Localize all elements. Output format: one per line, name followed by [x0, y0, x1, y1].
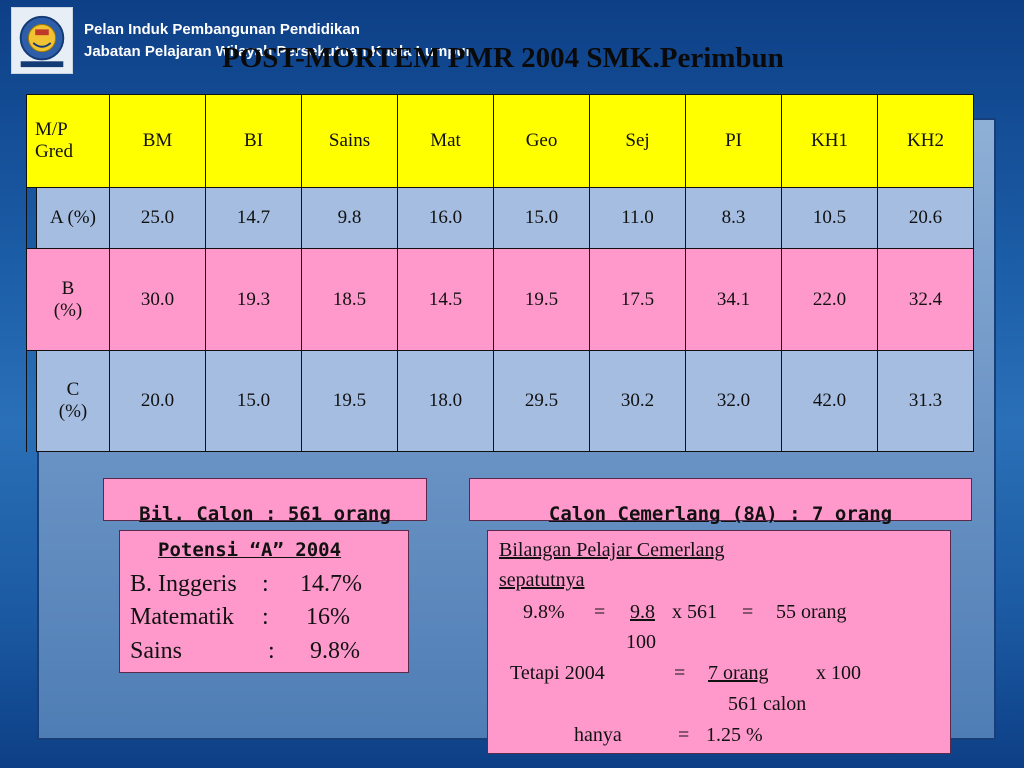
table-cell: 31.3 — [877, 349, 975, 453]
calc2-denominator: 561 calon — [728, 693, 807, 715]
table-cell: 29.5 — [493, 349, 591, 453]
potensi-box: Potensi “A” 2004 B. Inggeris : 14.7% Mat… — [119, 530, 409, 673]
calon-cemerlang-text: Calon Cemerlang (8A) : 7 orang — [548, 503, 893, 525]
table-cell: 14.7 — [205, 187, 303, 250]
potensi-row: B. Inggeris : 14.7% — [130, 571, 362, 598]
corner-cell: M/P Gred — [25, 93, 111, 189]
calc2-multiplier: x 100 — [816, 662, 861, 684]
table-cell: 11.0 — [589, 187, 687, 250]
calon-cemerlang-box: Calon Cemerlang (8A) : 7 orang — [469, 478, 972, 525]
col-header: Geo — [493, 93, 591, 189]
potensi-sep: : — [262, 604, 269, 630]
results-table: M/P Gred BM BI Sains Mat Geo Sej PI KH1 … — [25, 93, 975, 453]
row-gap — [26, 350, 37, 452]
col-header: BI — [205, 93, 303, 189]
table-cell: 19.5 — [493, 248, 591, 351]
potensi-value: 14.7% — [300, 571, 362, 597]
row-label-text: B — [61, 277, 75, 299]
calc3-equals: = — [678, 724, 690, 746]
potensi-subject: Matematik — [130, 604, 234, 630]
calc2-equals: = — [674, 662, 686, 684]
col-header: Sej — [589, 93, 687, 189]
header-line-1: Pelan Induk Pembangunan Pendidikan — [84, 21, 360, 38]
calc2-numerator: 7 orang — [708, 662, 769, 684]
col-header: Mat — [397, 93, 495, 189]
header-line-2: Jabatan Pelajaran Wilayah Persekutuan Ku… — [84, 43, 472, 60]
table-cell: 32.4 — [877, 248, 975, 351]
table-cell: 14.5 — [397, 248, 495, 351]
calc1-equals: = — [594, 601, 606, 623]
potensi-sep: : — [268, 638, 275, 664]
bilangan-box: Bilangan Pelajar Cemerlang sepatutnya 9.… — [487, 530, 951, 754]
bil-calon-box: Bil. Calon : 561 orang — [103, 478, 427, 525]
bilangan-heading-2: sepatutnya — [499, 569, 585, 591]
table-header-row: M/P Gred BM BI Sains Mat Geo Sej PI KH1 … — [25, 93, 975, 189]
table-cell: 10.5 — [781, 187, 879, 250]
bilangan-heading-1: Bilangan Pelajar Cemerlang — [499, 539, 725, 561]
potensi-value: 9.8% — [310, 638, 360, 664]
table-cell: 18.5 — [301, 248, 399, 351]
table-cell: 18.0 — [397, 349, 495, 453]
crest-logo-icon — [11, 7, 73, 74]
table-row: B (%) 30.0 19.3 18.5 14.5 19.5 17.5 34.1… — [25, 248, 975, 351]
row-label-text: A (%) — [50, 207, 96, 229]
calc1-denominator: 100 — [626, 631, 656, 653]
calc1-multiplier: x 561 — [672, 601, 717, 623]
table-cell: 15.0 — [493, 187, 591, 250]
corner-label-2: Gred — [35, 141, 73, 163]
calc3-value: 1.25 % — [706, 724, 763, 746]
potensi-subject: B. Inggeris — [130, 571, 237, 597]
col-header: KH1 — [781, 93, 879, 189]
table-cell: 19.3 — [205, 248, 303, 351]
table-cell: 30.2 — [589, 349, 687, 453]
row-label: C (%) — [35, 349, 111, 453]
col-header: BM — [109, 93, 207, 189]
potensi-sep: : — [262, 571, 269, 597]
table-cell: 17.5 — [589, 248, 687, 351]
potensi-subject: Sains — [130, 638, 183, 664]
table-cell: 34.1 — [685, 248, 783, 351]
calc1-percent: 9.8% — [523, 601, 565, 623]
col-header: PI — [685, 93, 783, 189]
row-label: A (%) — [35, 187, 111, 250]
calc1-numerator: 9.8 — [630, 601, 655, 623]
table-cell: 8.3 — [685, 187, 783, 250]
row-label: B (%) — [25, 248, 111, 351]
potensi-row: Sains : 9.8% — [130, 638, 360, 665]
potensi-value: 16% — [306, 604, 350, 630]
potensi-row: Matematik : 16% — [130, 604, 350, 631]
table-cell: 25.0 — [109, 187, 207, 250]
table-row: A (%) 25.0 14.7 9.8 16.0 15.0 11.0 8.3 1… — [26, 187, 975, 250]
corner-label-1: M/P — [35, 119, 68, 141]
table-cell: 42.0 — [781, 349, 879, 453]
calc3-label: hanya — [574, 724, 622, 746]
row-label-unit: (%) — [58, 400, 88, 422]
table-cell: 20.0 — [109, 349, 207, 453]
row-label-unit: (%) — [53, 299, 83, 321]
col-header: Sains — [301, 93, 399, 189]
table-cell: 16.0 — [397, 187, 495, 250]
table-cell: 20.6 — [877, 187, 975, 250]
table-row: C (%) 20.0 15.0 19.5 18.0 29.5 30.2 32.0… — [26, 349, 975, 453]
page-title: POST-MORTEM PMR 2004 SMK.Perimbun — [222, 42, 784, 74]
calc1-equals-2: = — [742, 601, 754, 623]
row-label-text: C — [66, 378, 80, 400]
col-header: KH2 — [877, 93, 975, 189]
table-cell: 30.0 — [109, 248, 207, 351]
row-gap — [26, 187, 37, 249]
calc2-label: Tetapi 2004 — [510, 662, 605, 684]
table-cell: 15.0 — [205, 349, 303, 453]
table-cell: 9.8 — [301, 187, 399, 250]
calc1-result: 55 orang — [776, 601, 847, 623]
table-cell: 32.0 — [685, 349, 783, 453]
potensi-title: Potensi “A” 2004 — [158, 539, 342, 561]
table-cell: 22.0 — [781, 248, 879, 351]
bil-calon-text: Bil. Calon : 561 orang — [139, 503, 391, 525]
table-cell: 19.5 — [301, 349, 399, 453]
